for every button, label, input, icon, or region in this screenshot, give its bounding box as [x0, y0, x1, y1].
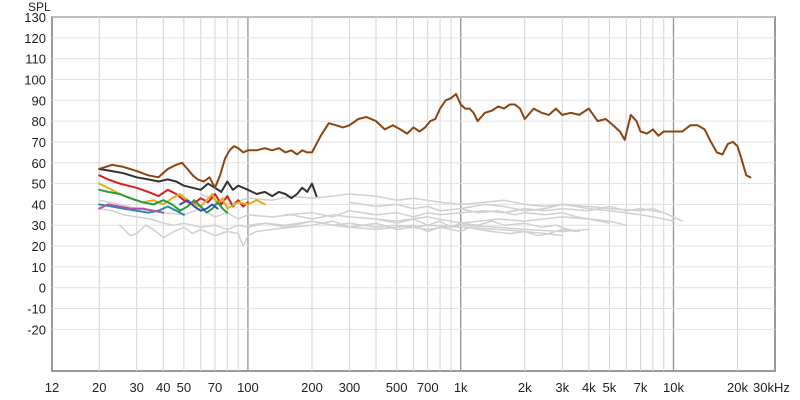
- x-tick-label: 700: [417, 380, 439, 395]
- x-tick-label: 70: [208, 380, 222, 395]
- series-line: [348, 201, 611, 224]
- x-tick-label: 30: [129, 380, 143, 395]
- x-tick-label: 500: [386, 380, 408, 395]
- x-tick-label: 12: [45, 380, 59, 395]
- x-tick-label: 5k: [603, 380, 617, 395]
- series-line: [459, 203, 675, 222]
- series-line: [284, 205, 665, 218]
- x-tick-label: 300: [339, 380, 361, 395]
- x-tick-label: 50: [177, 380, 191, 395]
- y-tick-label: 120: [24, 31, 46, 46]
- y-tick-label: 80: [32, 114, 46, 129]
- y-tick-label: 0: [39, 281, 46, 296]
- y-tick-label: 110: [25, 52, 46, 67]
- y-tick-label: 130: [24, 10, 46, 25]
- y-tick-label: 20: [32, 239, 46, 254]
- y-tick-label: 10: [32, 260, 46, 275]
- series-line: [98, 168, 318, 200]
- y-tick-label: 30: [32, 218, 46, 233]
- response-curves: [98, 93, 752, 247]
- series-line: [247, 220, 578, 237]
- series-line: [119, 220, 563, 247]
- x-tick-label: 2k: [518, 380, 532, 395]
- y-tick-label: -20: [27, 322, 46, 337]
- y-axis-title: SPL: [28, 0, 51, 14]
- y-tick-label: 90: [32, 93, 46, 108]
- series-line: [199, 193, 684, 222]
- x-tick-label: 100: [237, 380, 259, 395]
- x-tick-label: 1k: [454, 380, 468, 395]
- x-tick-label: 4k: [582, 380, 596, 395]
- series-line: [98, 203, 185, 216]
- y-gridlines: [52, 16, 775, 330]
- y-tick-label: -10: [27, 302, 46, 317]
- y-tick-label: 50: [32, 177, 46, 192]
- x-tick-label: 3k: [555, 380, 569, 395]
- y-tick-label: 100: [24, 72, 46, 87]
- y-tick-label: 60: [32, 156, 46, 171]
- x-tick-label: 20k: [727, 380, 748, 395]
- x-axis-ticks: 12 20 30 40 50 70 100 200 300 500 700 1k 2k 3k 4k 5k 7k 1…: [45, 380, 790, 395]
- series-line: [98, 93, 752, 189]
- y-tick-label: 70: [32, 135, 46, 150]
- x-tick-label: 40: [156, 380, 170, 395]
- x-gridlines: [98, 17, 739, 371]
- y-tick-label: 40: [32, 197, 46, 212]
- x-tick-label: 200: [301, 380, 323, 395]
- x-tick-label: 10k: [663, 380, 684, 395]
- x-tick-label: 7k: [634, 380, 648, 395]
- series-line: [179, 199, 219, 212]
- x-tick-label: 30kHz: [753, 380, 790, 395]
- series-line: [98, 203, 165, 214]
- x-tick-label: 20: [92, 380, 106, 395]
- series-line: [375, 218, 580, 233]
